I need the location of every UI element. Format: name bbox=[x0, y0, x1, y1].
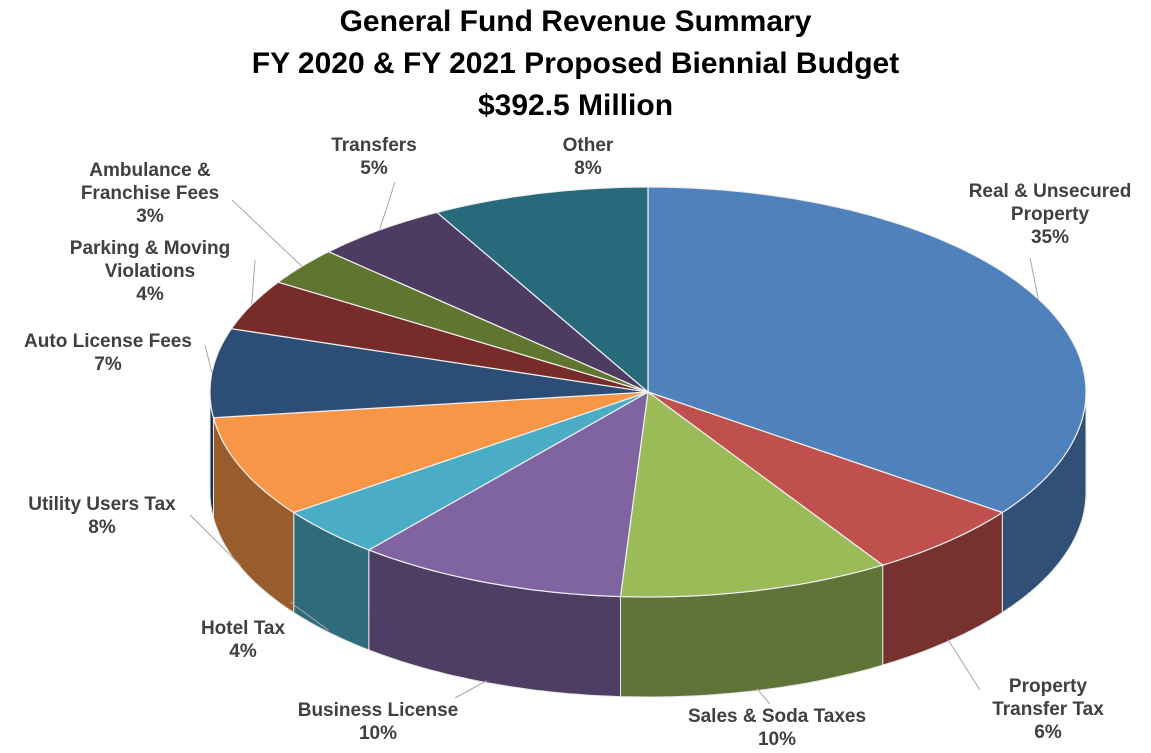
leader-line bbox=[947, 639, 981, 691]
data-label: Ambulance & Franchise Fees 3% bbox=[60, 159, 240, 228]
value-label: 4% bbox=[136, 284, 164, 305]
leader-line bbox=[454, 680, 488, 699]
category-label: Utility Users Tax bbox=[28, 494, 176, 515]
data-label: Hotel Tax 4% bbox=[173, 617, 313, 663]
leader-line bbox=[189, 514, 242, 566]
leader-line bbox=[251, 259, 256, 305]
leader-line bbox=[231, 199, 303, 267]
slice-tops bbox=[209, 186, 1087, 598]
category-label: Business License bbox=[297, 700, 459, 721]
slice bbox=[619, 390, 885, 598]
slice-sides bbox=[209, 391, 1087, 698]
category-label: Real & Unsecured Property bbox=[968, 181, 1132, 225]
value-label: 35% bbox=[1030, 227, 1070, 248]
slice bbox=[212, 391, 649, 514]
value-label: 7% bbox=[94, 354, 122, 375]
category-label: Parking & Moving Violations bbox=[69, 238, 231, 282]
data-label: Utility Users Tax 8% bbox=[0, 493, 212, 539]
value-label: 10% bbox=[757, 729, 797, 750]
category-label: Sales & Soda Taxes bbox=[687, 706, 867, 727]
value-label: 6% bbox=[1034, 722, 1062, 743]
value-label: 5% bbox=[360, 158, 388, 179]
data-label: Real & Unsecured Property 35% bbox=[945, 180, 1151, 249]
leader-line bbox=[289, 601, 329, 631]
leader-line bbox=[756, 688, 771, 705]
slice bbox=[367, 390, 649, 598]
data-label: Other 8% bbox=[528, 134, 648, 180]
data-label: Auto License Fees 7% bbox=[0, 330, 228, 376]
data-label: Property Transfer Tax 6% bbox=[973, 675, 1123, 744]
value-label: 8% bbox=[88, 517, 116, 538]
slice bbox=[292, 391, 649, 551]
value-label: 10% bbox=[358, 723, 398, 744]
slice bbox=[647, 391, 1004, 566]
leader-line bbox=[1029, 257, 1039, 299]
category-label: Other bbox=[562, 135, 614, 156]
category-label: Auto License Fees bbox=[24, 331, 192, 352]
category-label: Hotel Tax bbox=[200, 618, 286, 639]
data-label: Business License 10% bbox=[263, 699, 493, 745]
chart-title: FY 2020 & FY 2021 Proposed Biennial Budg… bbox=[251, 47, 900, 80]
value-label: 3% bbox=[136, 206, 164, 227]
data-label: Sales & Soda Taxes 10% bbox=[657, 705, 897, 751]
category-label: Ambulance & Franchise Fees bbox=[80, 160, 220, 204]
slice bbox=[435, 186, 649, 394]
leader-line bbox=[379, 181, 396, 231]
category-label: Property Transfer Tax bbox=[992, 676, 1104, 720]
value-label: 4% bbox=[229, 641, 257, 662]
chart-title: General Fund Revenue Summary bbox=[339, 5, 812, 38]
data-label: Transfers 5% bbox=[304, 134, 444, 180]
data-label: Parking & Moving Violations 4% bbox=[50, 237, 250, 306]
category-label: Transfers bbox=[331, 135, 417, 156]
value-label: 8% bbox=[574, 158, 602, 179]
leader-line bbox=[204, 344, 213, 373]
chart-title: $392.5 Million bbox=[477, 89, 674, 122]
